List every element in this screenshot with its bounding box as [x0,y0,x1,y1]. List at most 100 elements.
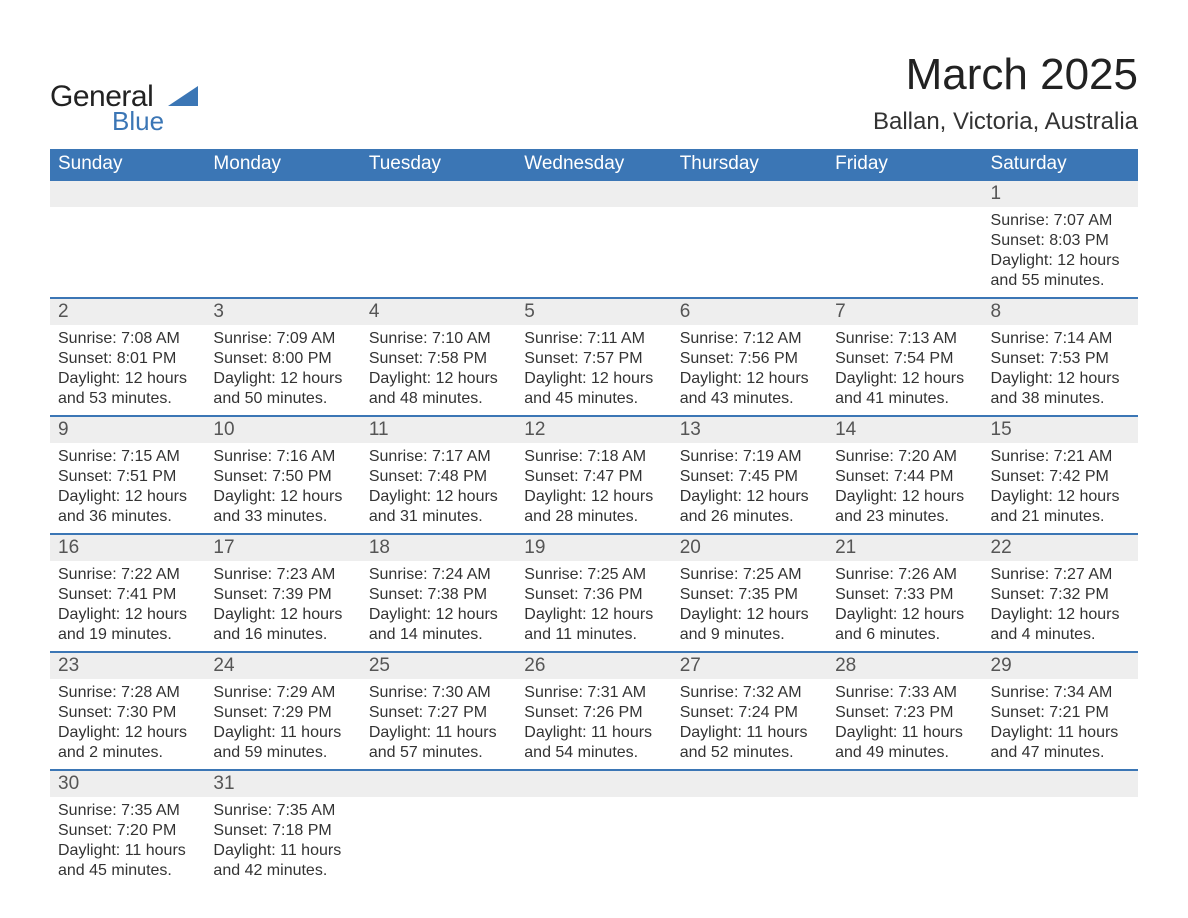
day-info-cell [983,797,1138,887]
weekday-header-row: Sunday Monday Tuesday Wednesday Thursday… [50,149,1138,180]
weekday-fri: Friday [827,149,982,180]
day-ss: Sunset: 7:45 PM [680,467,819,487]
day-d1: Daylight: 12 hours [369,369,508,389]
day-d1: Daylight: 12 hours [680,369,819,389]
day-d1: Daylight: 12 hours [835,487,974,507]
day-ss: Sunset: 7:53 PM [991,349,1130,369]
logo-triangle-icon [168,86,202,110]
day-d1: Daylight: 12 hours [680,605,819,625]
day-sr: Sunrise: 7:24 AM [369,565,508,585]
day-d2: and 31 minutes. [369,507,508,527]
day-d1: Daylight: 12 hours [58,369,197,389]
day-sr: Sunrise: 7:29 AM [213,683,352,703]
daynum-row: 9101112131415 [50,416,1138,443]
day-d1: Daylight: 12 hours [58,723,197,743]
day-number-cell: 22 [983,534,1138,561]
day-info-cell: Sunrise: 7:33 AMSunset: 7:23 PMDaylight:… [827,679,982,770]
day-ss: Sunset: 8:03 PM [991,231,1130,251]
day-number-cell: 25 [361,652,516,679]
weekday-sun: Sunday [50,149,205,180]
day-number-cell [50,180,205,207]
day-number-cell: 1 [983,180,1138,207]
day-info-cell [827,797,982,887]
day-d2: and 4 minutes. [991,625,1130,645]
day-ss: Sunset: 7:44 PM [835,467,974,487]
calendar-table: Sunday Monday Tuesday Wednesday Thursday… [50,149,1138,887]
day-ss: Sunset: 7:57 PM [524,349,663,369]
day-sr: Sunrise: 7:20 AM [835,447,974,467]
weekday-tue: Tuesday [361,149,516,180]
day-d2: and 53 minutes. [58,389,197,409]
day-number-cell: 24 [205,652,360,679]
day-d2: and 50 minutes. [213,389,352,409]
day-number-cell: 4 [361,298,516,325]
day-d2: and 26 minutes. [680,507,819,527]
day-d1: Daylight: 12 hours [991,369,1130,389]
day-info-cell: Sunrise: 7:16 AMSunset: 7:50 PMDaylight:… [205,443,360,534]
day-d1: Daylight: 12 hours [369,487,508,507]
day-info-cell: Sunrise: 7:35 AMSunset: 7:20 PMDaylight:… [50,797,205,887]
day-ss: Sunset: 7:18 PM [213,821,352,841]
day-info-cell [672,207,827,298]
day-number-cell [983,770,1138,797]
day-info-cell: Sunrise: 7:27 AMSunset: 7:32 PMDaylight:… [983,561,1138,652]
day-sr: Sunrise: 7:23 AM [213,565,352,585]
day-info-cell [361,207,516,298]
info-row: Sunrise: 7:07 AMSunset: 8:03 PMDaylight:… [50,207,1138,298]
logo: General Blue [50,50,202,137]
day-info-cell: Sunrise: 7:35 AMSunset: 7:18 PMDaylight:… [205,797,360,887]
day-ss: Sunset: 7:29 PM [213,703,352,723]
daynum-row: 16171819202122 [50,534,1138,561]
day-info-cell: Sunrise: 7:20 AMSunset: 7:44 PMDaylight:… [827,443,982,534]
day-sr: Sunrise: 7:12 AM [680,329,819,349]
day-ss: Sunset: 7:36 PM [524,585,663,605]
day-sr: Sunrise: 7:09 AM [213,329,352,349]
calendar-body: 1Sunrise: 7:07 AMSunset: 8:03 PMDaylight… [50,180,1138,887]
day-number-cell: 2 [50,298,205,325]
day-number-cell: 29 [983,652,1138,679]
day-sr: Sunrise: 7:25 AM [680,565,819,585]
day-sr: Sunrise: 7:35 AM [58,801,197,821]
daynum-row: 3031 [50,770,1138,797]
day-number-cell [361,180,516,207]
day-sr: Sunrise: 7:08 AM [58,329,197,349]
day-number-cell: 3 [205,298,360,325]
day-d2: and 16 minutes. [213,625,352,645]
day-ss: Sunset: 7:50 PM [213,467,352,487]
day-info-cell: Sunrise: 7:07 AMSunset: 8:03 PMDaylight:… [983,207,1138,298]
weekday-mon: Monday [205,149,360,180]
day-info-cell: Sunrise: 7:32 AMSunset: 7:24 PMDaylight:… [672,679,827,770]
day-d2: and 9 minutes. [680,625,819,645]
day-d2: and 36 minutes. [58,507,197,527]
day-info-cell: Sunrise: 7:31 AMSunset: 7:26 PMDaylight:… [516,679,671,770]
info-row: Sunrise: 7:08 AMSunset: 8:01 PMDaylight:… [50,325,1138,416]
day-number-cell [361,770,516,797]
day-d2: and 43 minutes. [680,389,819,409]
day-d2: and 48 minutes. [369,389,508,409]
day-d2: and 11 minutes. [524,625,663,645]
day-sr: Sunrise: 7:14 AM [991,329,1130,349]
day-number-cell: 21 [827,534,982,561]
info-row: Sunrise: 7:28 AMSunset: 7:30 PMDaylight:… [50,679,1138,770]
day-info-cell [516,207,671,298]
day-sr: Sunrise: 7:32 AM [680,683,819,703]
day-ss: Sunset: 7:27 PM [369,703,508,723]
day-d1: Daylight: 12 hours [524,369,663,389]
day-info-cell [516,797,671,887]
day-info-cell: Sunrise: 7:22 AMSunset: 7:41 PMDaylight:… [50,561,205,652]
day-d1: Daylight: 11 hours [524,723,663,743]
day-info-cell [205,207,360,298]
day-info-cell: Sunrise: 7:23 AMSunset: 7:39 PMDaylight:… [205,561,360,652]
day-d2: and 55 minutes. [991,271,1130,291]
day-sr: Sunrise: 7:30 AM [369,683,508,703]
day-info-cell [672,797,827,887]
day-number-cell [205,180,360,207]
day-info-cell [361,797,516,887]
day-d2: and 19 minutes. [58,625,197,645]
day-number-cell: 18 [361,534,516,561]
day-d1: Daylight: 12 hours [369,605,508,625]
day-d1: Daylight: 11 hours [213,723,352,743]
day-ss: Sunset: 7:54 PM [835,349,974,369]
logo-text: General Blue [50,80,164,137]
day-info-cell: Sunrise: 7:11 AMSunset: 7:57 PMDaylight:… [516,325,671,416]
